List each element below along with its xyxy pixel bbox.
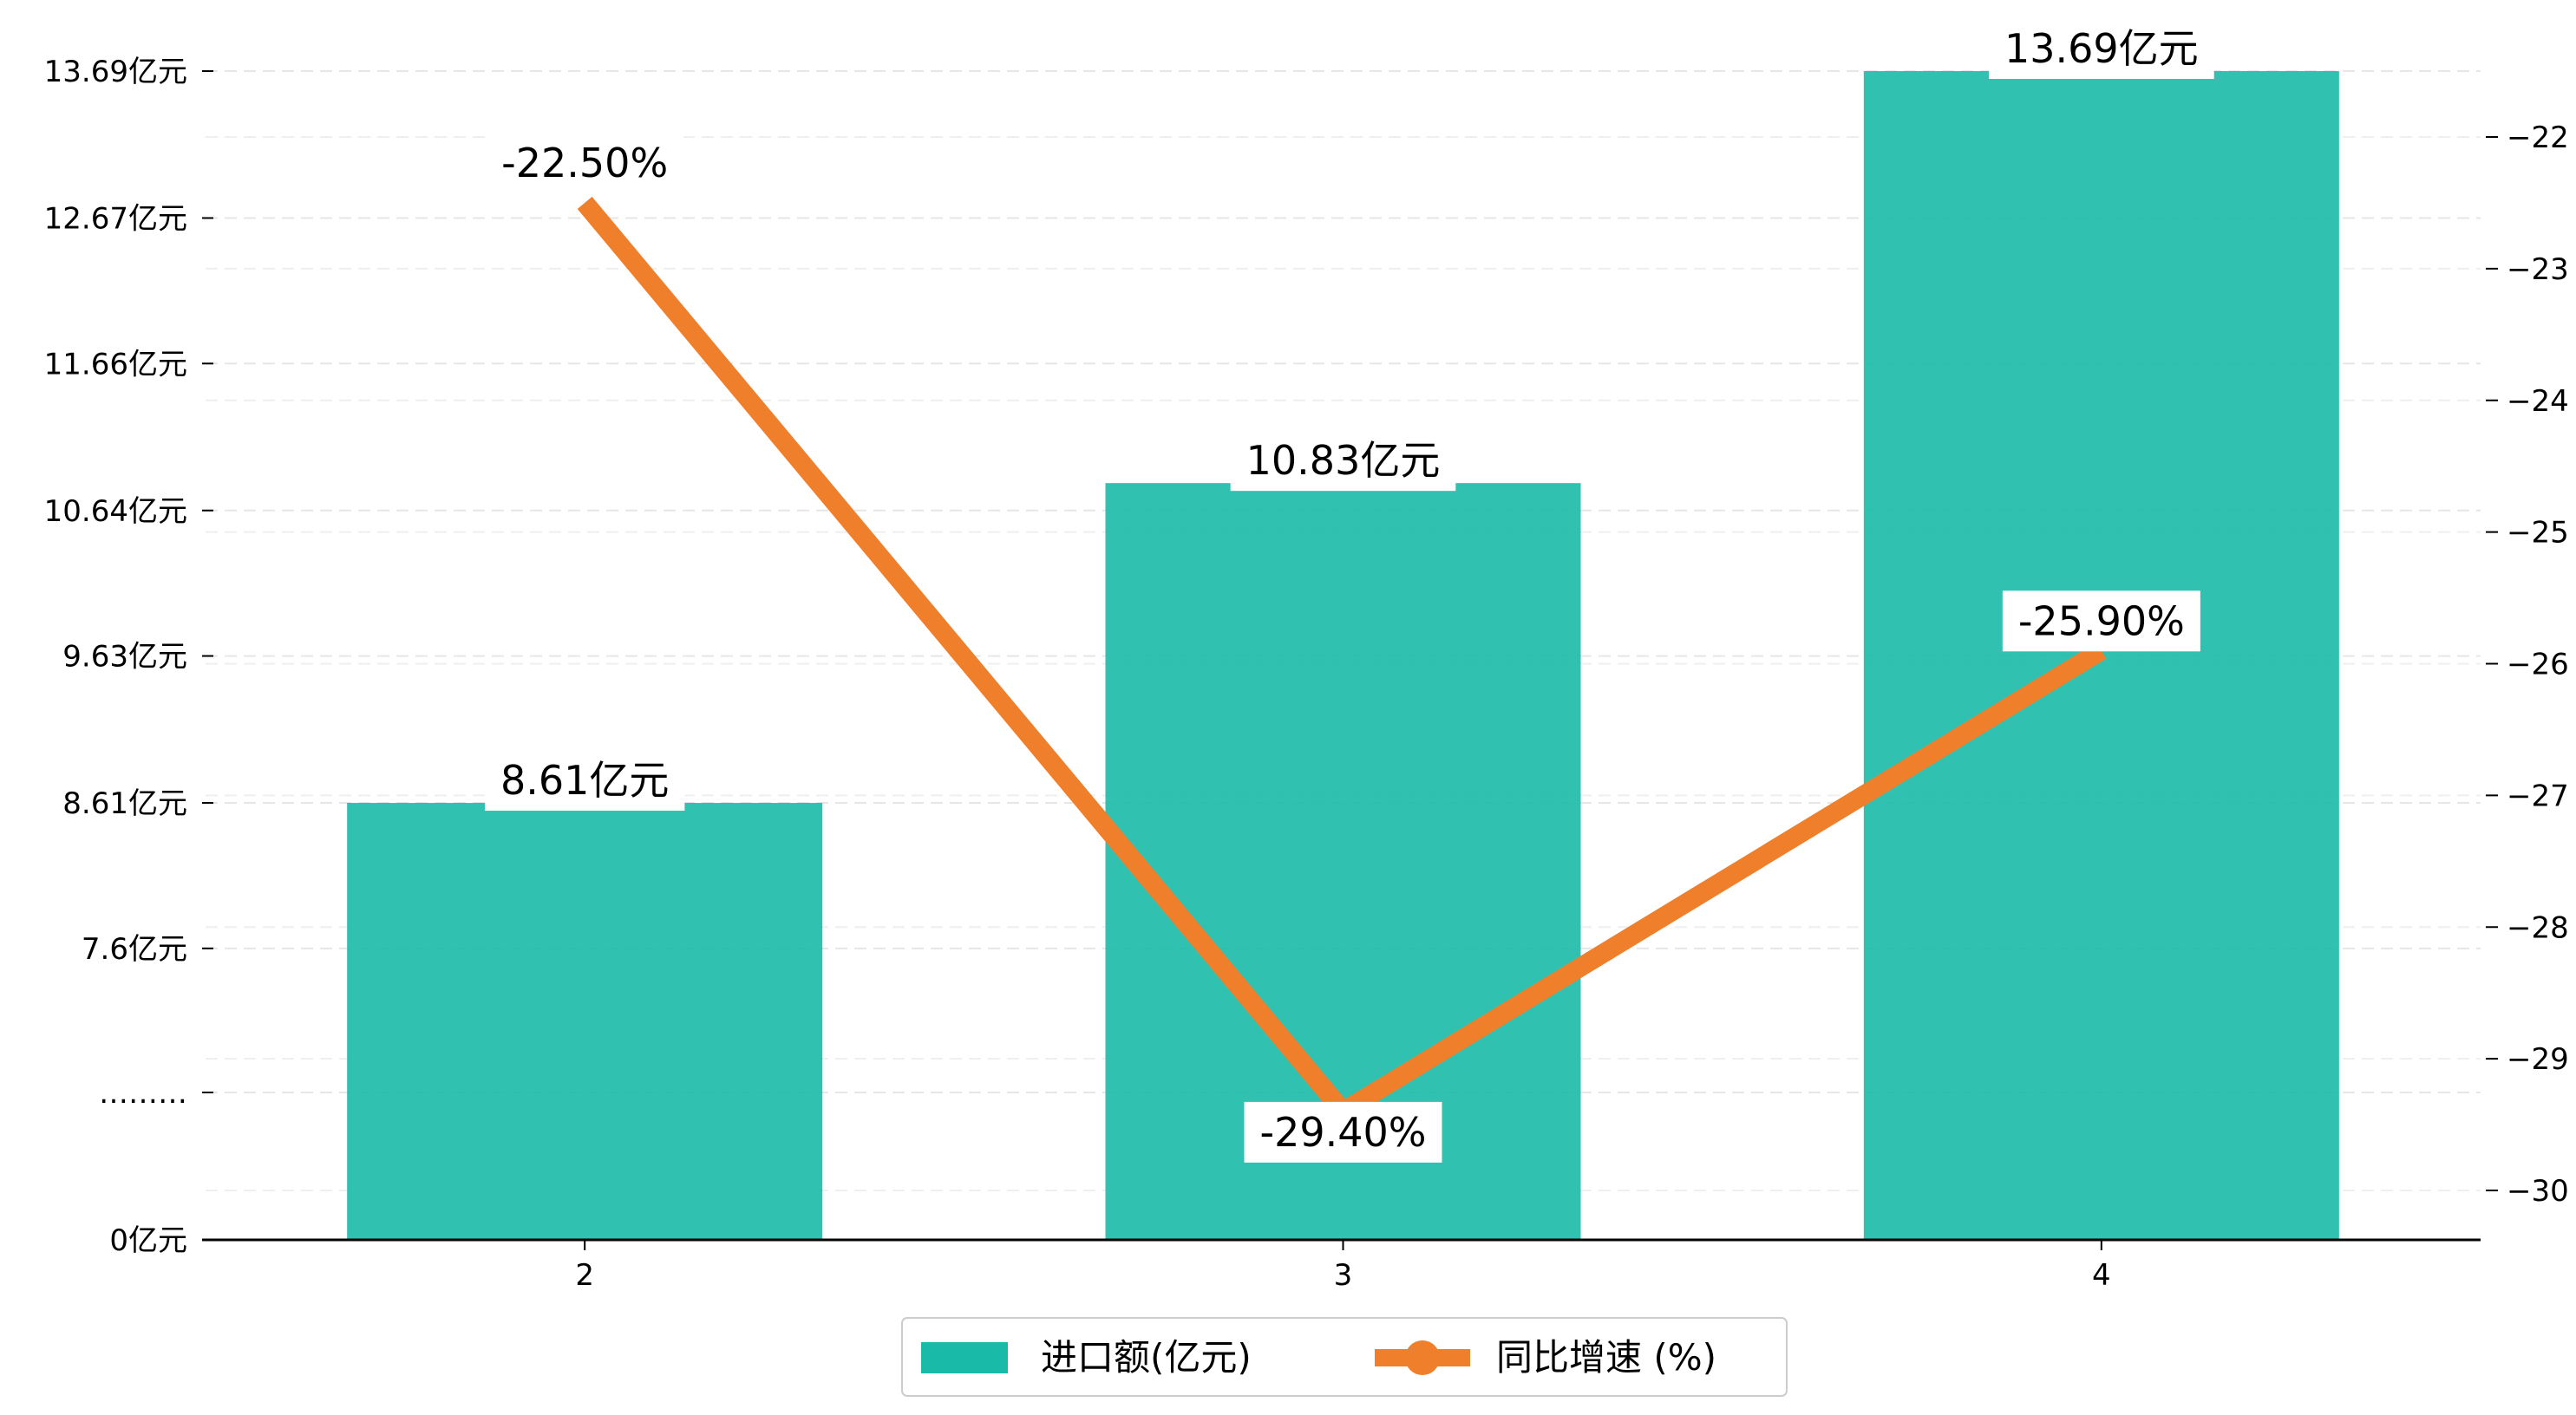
bar-value-label-3-box <box>1230 430 1456 492</box>
y-right-tick-label: −24 <box>2507 384 2569 419</box>
legend-marker-line <box>1405 1340 1440 1375</box>
y-right-tick-label: −26 <box>2507 648 2569 682</box>
legend: 进口额(亿元) 同比增速 (%) <box>901 1317 1788 1397</box>
y-left-tick-label: 11.66亿元 <box>44 347 187 381</box>
legend-box <box>901 1317 1788 1397</box>
bar-series <box>347 71 2339 1240</box>
bar-value-label-4: 13.69亿元 <box>2004 25 2199 72</box>
y-left-tick-label: ……… <box>99 1076 187 1111</box>
x-tick-label-3: 3 <box>1334 1258 1353 1293</box>
y-right-tick-label: −28 <box>2507 910 2569 945</box>
line-value-label-4: -25.90% <box>2018 597 2185 644</box>
bar-value-label-2-box <box>484 750 685 812</box>
line-value-label-3-box <box>1244 1101 1442 1163</box>
y-left-tick-label: 9.63亿元 <box>62 640 187 675</box>
y-right-tick-label: −25 <box>2507 516 2569 551</box>
y-right-tick-label: −27 <box>2507 779 2569 813</box>
x-tick-label-2: 2 <box>575 1258 594 1293</box>
y-left-tick-label: 10.64亿元 <box>44 494 187 529</box>
legend-label-bar: 进口额(亿元) <box>1041 1336 1252 1379</box>
y-left-tick-label: 8.61亿元 <box>62 786 187 821</box>
bar-2 <box>347 803 823 1240</box>
y-right-tick-label: −29 <box>2507 1042 2569 1077</box>
y-right-tick-label: −22 <box>2507 121 2569 155</box>
y-right-tick-label: −30 <box>2507 1174 2569 1209</box>
y-left-tick-label: 13.69亿元 <box>44 55 187 89</box>
y-right-tick-label: −23 <box>2507 252 2569 287</box>
line-value-label-2: -22.50% <box>501 140 668 186</box>
bar-value-label-4-box <box>1988 18 2214 79</box>
y-left-tick-label: 0亿元 <box>109 1223 187 1258</box>
y-left-tick-label: 7.6亿元 <box>82 932 187 967</box>
line-value-label-2-box <box>486 132 684 193</box>
legend-swatch-bar <box>921 1342 1008 1373</box>
legend-label-line: 同比增速 (%) <box>1496 1336 1716 1379</box>
bar-value-label-2: 8.61亿元 <box>500 757 669 804</box>
line-value-label-3: -29.40% <box>1260 1109 1427 1156</box>
y-left-tick-label: 12.67亿元 <box>44 201 187 236</box>
bar-value-label-3: 10.83亿元 <box>1246 437 1441 484</box>
axes: 2 3 4 0亿元 ……… 7.6亿元 8.61亿元 9.63亿元 10.64亿元 11.66亿元… <box>44 55 2569 1293</box>
data-labels: 8.61亿元 10.83亿元 13.69亿元 -22.50% -29.40% -25.90… <box>484 18 2214 1163</box>
x-tick-label-4: 4 <box>2092 1258 2111 1293</box>
line-value-label-4-box <box>2002 590 2200 652</box>
